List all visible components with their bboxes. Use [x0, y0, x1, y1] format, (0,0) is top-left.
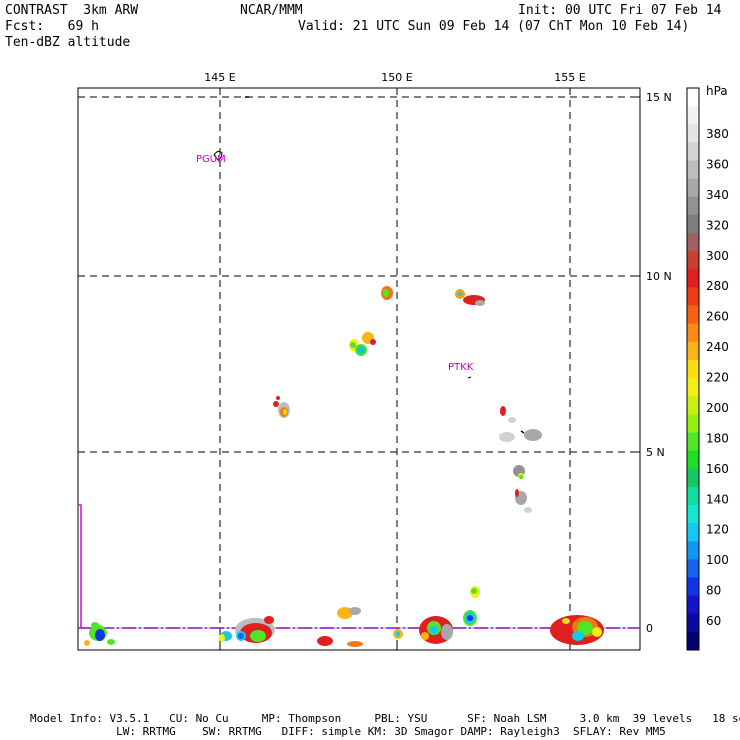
echo-cell	[499, 406, 542, 442]
colorbar-label: 240	[706, 340, 729, 354]
colorbar-label: 220	[706, 371, 729, 385]
colorbar-swatch	[687, 432, 699, 452]
echo-cell	[513, 465, 525, 479]
colorbar-swatch	[687, 468, 699, 488]
colorbar-label: 340	[706, 188, 729, 202]
colorbar-swatch	[687, 595, 699, 615]
domain-boundary	[78, 504, 82, 628]
colorbar-swatch	[687, 631, 699, 651]
colorbar-swatch	[687, 577, 699, 597]
colorbar-label: 200	[706, 401, 729, 415]
colorbar-swatch	[687, 359, 699, 379]
init-time: Init: 00 UTC Fri 07 Feb 14	[518, 3, 722, 18]
guam-coastline	[213, 150, 223, 161]
colorbar-label: 180	[706, 431, 729, 445]
echo-cell	[470, 586, 480, 598]
colorbar-label: 360	[706, 157, 729, 171]
colorbar-swatch	[687, 414, 699, 433]
model-title: CONTRAST 3km ARW	[5, 3, 139, 18]
colorbar-label: 380	[706, 127, 729, 141]
colorbar-label: 320	[706, 218, 729, 232]
colorbar-swatch	[687, 287, 699, 307]
colorbar-label: 260	[706, 310, 729, 324]
colorbar-swatch	[687, 269, 699, 288]
colorbar-label: 160	[706, 462, 729, 476]
colorbar-swatch	[687, 233, 699, 252]
colorbar-swatch	[687, 124, 699, 143]
echo-cell	[317, 607, 363, 647]
colorbar-label: 140	[706, 492, 729, 506]
station-ptkk: PTKK	[448, 362, 474, 373]
colorbar-swatch	[687, 323, 699, 343]
lat-lon-grid	[78, 88, 640, 650]
echo-cell	[273, 396, 290, 418]
colorbar-swatch	[687, 88, 699, 107]
colorbar-label: 300	[706, 249, 729, 263]
colorbar-swatch	[687, 613, 699, 633]
colorbar-swatch	[687, 106, 699, 125]
colorbar-swatch	[687, 450, 699, 470]
echo-cell	[349, 332, 376, 356]
echo-cell	[219, 616, 275, 643]
colorbar-swatch	[687, 142, 699, 162]
colorbar-outline	[686, 87, 700, 651]
lon-label-150: 150 E	[381, 71, 412, 84]
colorbar-swatch	[687, 305, 699, 325]
echo-cell	[515, 489, 532, 513]
echo-cell	[463, 610, 477, 626]
valid-time: Valid: 21 UTC Sun 09 Feb 14 (07 ChT Mon …	[298, 19, 690, 34]
colorbar-label: 120	[706, 523, 729, 537]
echo-cell	[550, 615, 604, 645]
colorbar-swatch	[687, 160, 699, 180]
colorbar-swatch	[687, 396, 699, 415]
colorbar-label: 60	[706, 614, 721, 628]
colorbar-swatch	[687, 251, 699, 270]
echo-cells	[84, 286, 604, 647]
lat-label-0: 0	[646, 622, 653, 635]
colorbar-swatch	[687, 504, 699, 524]
echo-cell	[84, 622, 115, 646]
model-info-line1: Model Info: V3.5.1 CU: No Cu MP: Thompso…	[30, 712, 740, 725]
lat-label-5: 5 N	[646, 446, 665, 459]
echo-cell	[381, 286, 393, 300]
map-frame	[77, 87, 641, 651]
colorbar-label: 80	[706, 584, 721, 598]
colorbar-swatch	[687, 486, 699, 506]
colorbar-swatch	[687, 559, 699, 578]
colorbar-labels: 380 360 340 320 300 280 260 240 220 200 180 160 140 1…	[706, 127, 729, 628]
colorbar-label: 280	[706, 279, 729, 293]
lon-label-145: 145 E	[204, 71, 235, 84]
colorbar-swatch	[687, 196, 699, 216]
colorbar-swatch	[687, 214, 699, 234]
field-name: Ten-dBZ altitude	[5, 35, 131, 50]
colorbar-swatch	[687, 341, 699, 361]
colorbar-label: 100	[706, 553, 729, 567]
lat-label-10: 10 N	[646, 270, 672, 283]
colorbar-unit: hPa	[706, 84, 728, 98]
colorbar-swatch	[687, 178, 699, 198]
colorbar-swatch	[687, 378, 699, 397]
colorbar	[686, 87, 700, 651]
lon-label-155: 155 E	[554, 71, 585, 84]
pohnpei-coastline	[520, 430, 525, 434]
echo-cell	[393, 629, 403, 639]
station-pgum: PGUM	[196, 154, 226, 165]
colorbar-swatch	[687, 523, 699, 542]
model-info-line2: LW: RRTMG SW: RRTMG DIFF: simple KM: 3D …	[30, 725, 666, 738]
echo-cell	[455, 289, 485, 306]
lat-label-15: 15 N	[646, 91, 672, 104]
center-label: NCAR/MMM	[240, 3, 303, 18]
forecast-hour: Fcst: 69 h	[5, 19, 99, 34]
chuuk-coastline	[467, 376, 472, 379]
colorbar-swatch	[687, 541, 699, 560]
echo-cell	[419, 616, 453, 644]
